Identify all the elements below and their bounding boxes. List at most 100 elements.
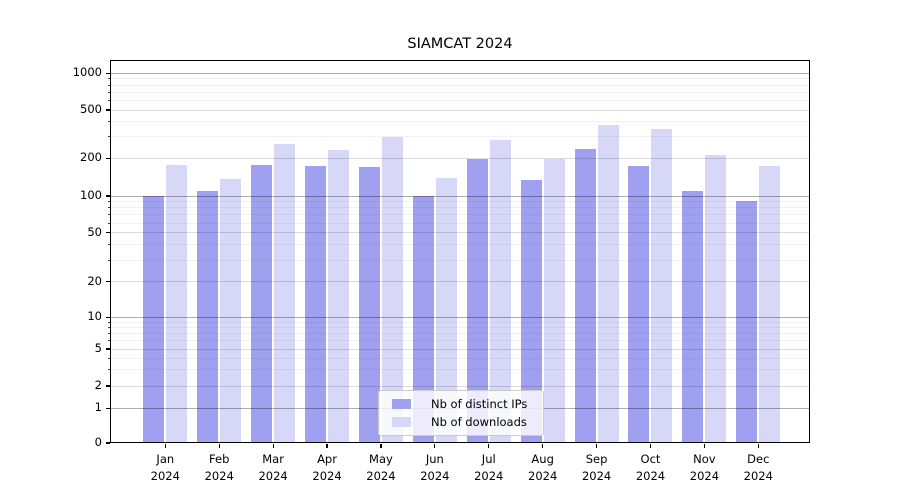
gridline — [110, 99, 810, 101]
bar-downloads-aug — [543, 159, 565, 443]
y-tick — [105, 109, 110, 111]
y-minor-tick — [107, 78, 110, 80]
x-tick-label-apr: Apr 2024 — [312, 452, 342, 483]
x-tick — [595, 443, 598, 448]
y-tick-label: 20 — [87, 273, 102, 288]
bar-distinct-ips-dec — [736, 200, 758, 443]
x-tick-label-may: May 2024 — [366, 452, 396, 483]
y-minor-tick — [107, 321, 110, 323]
y-tick-label: 2 — [94, 378, 102, 392]
y-tick — [105, 195, 110, 197]
bar-downloads-feb — [220, 178, 242, 443]
bar-distinct-ips-sep — [574, 149, 596, 443]
x-tick — [272, 443, 274, 448]
x-tick-label-jul: Jul 2024 — [474, 452, 504, 483]
y-minor-tick — [107, 369, 110, 371]
y-minor-tick — [107, 207, 110, 209]
x-tick-label-feb: Feb 2024 — [204, 452, 234, 483]
y-minor-tick — [107, 201, 110, 203]
bar-distinct-ips-oct — [628, 166, 650, 443]
y-minor-tick — [107, 357, 110, 359]
gridline — [110, 84, 810, 86]
bar-distinct-ips-apr — [305, 166, 327, 443]
y-tick-label: 50 — [87, 224, 102, 239]
y-minor-tick — [107, 99, 110, 101]
y-minor-tick — [107, 259, 110, 261]
legend-item-downloads: Nb of downloads — [385, 415, 537, 429]
y-tick-label: 500 — [80, 102, 102, 116]
legend-label-downloads: Nb of downloads — [431, 415, 527, 429]
x-tick — [649, 443, 652, 448]
gridline — [110, 121, 810, 123]
x-tick-label-oct: Oct 2024 — [635, 452, 666, 483]
legend-swatch-distinct-ips — [392, 399, 411, 409]
x-tick — [326, 443, 328, 448]
bar-distinct-ips-feb — [197, 190, 219, 443]
y-minor-tick — [107, 136, 110, 138]
bar-downloads-oct — [651, 128, 673, 443]
y-minor-tick — [107, 91, 110, 93]
y-minor-tick — [107, 340, 110, 342]
legend-swatch-downloads — [392, 417, 411, 427]
x-tick-label-jan: Jan 2024 — [150, 452, 180, 483]
y-tick-label: 200 — [80, 150, 102, 165]
y-tick — [105, 407, 110, 409]
y-tick-label: 1000 — [72, 65, 102, 80]
legend: Nb of distinct IPs Nb of downloads — [378, 390, 544, 436]
y-minor-tick — [107, 84, 110, 86]
x-tick-label-jun: Jun 2024 — [420, 452, 450, 483]
bar-downloads-jun — [435, 178, 457, 443]
y-tick-label: 0 — [94, 435, 102, 449]
y-tick-label: 10 — [87, 309, 102, 324]
gridline — [110, 136, 810, 138]
gridline — [110, 91, 810, 93]
y-minor-tick — [107, 222, 110, 224]
y-tick — [105, 442, 110, 444]
x-tick — [488, 443, 490, 448]
gridline — [110, 109, 810, 111]
x-tick-label-mar: Mar 2024 — [258, 452, 288, 483]
y-tick — [105, 348, 110, 350]
y-tick — [105, 157, 110, 159]
bar-distinct-ips-nov — [682, 190, 704, 443]
bar-distinct-ips-jun — [412, 196, 434, 443]
x-tick — [434, 443, 436, 448]
bar-downloads-apr — [328, 150, 350, 443]
gridline — [110, 78, 810, 80]
bar-distinct-ips-mar — [251, 164, 273, 443]
y-tick — [105, 385, 110, 387]
y-minor-tick — [107, 333, 110, 335]
y-tick — [105, 232, 110, 234]
bar-downloads-mar — [274, 144, 296, 443]
x-tick — [757, 443, 759, 448]
bar-downloads-may — [381, 136, 403, 443]
bar-downloads-dec — [759, 165, 781, 443]
y-minor-tick — [107, 244, 110, 246]
x-tick-label-dec: Dec 2024 — [743, 452, 773, 483]
bar-distinct-ips-jul — [466, 158, 488, 443]
x-tick — [164, 443, 166, 448]
y-minor-tick — [107, 214, 110, 216]
x-tick — [703, 443, 705, 448]
bar-distinct-ips-may — [358, 167, 380, 443]
x-tick-label-sep: Sep 2024 — [581, 452, 612, 483]
bar-downloads-sep — [597, 124, 619, 443]
y-minor-tick — [107, 327, 110, 328]
bar-distinct-ips-jan — [143, 196, 165, 443]
x-tick-label-aug: Aug 2024 — [528, 452, 558, 483]
legend-item-distinct-ips: Nb of distinct IPs — [385, 397, 537, 411]
bar-downloads-jul — [489, 140, 511, 443]
y-tick — [105, 316, 110, 318]
plot-area — [110, 60, 810, 443]
y-tick-label: 5 — [94, 341, 102, 355]
x-tick — [218, 443, 220, 448]
chart-title: SIAMCAT 2024 — [407, 36, 513, 52]
y-tick — [105, 72, 110, 74]
y-tick-label: 1 — [94, 400, 102, 415]
bar-downloads-jan — [166, 165, 188, 443]
bar-distinct-ips-aug — [520, 179, 542, 443]
y-tick — [105, 281, 110, 283]
x-tick — [542, 443, 544, 448]
bar-downloads-nov — [705, 154, 727, 443]
